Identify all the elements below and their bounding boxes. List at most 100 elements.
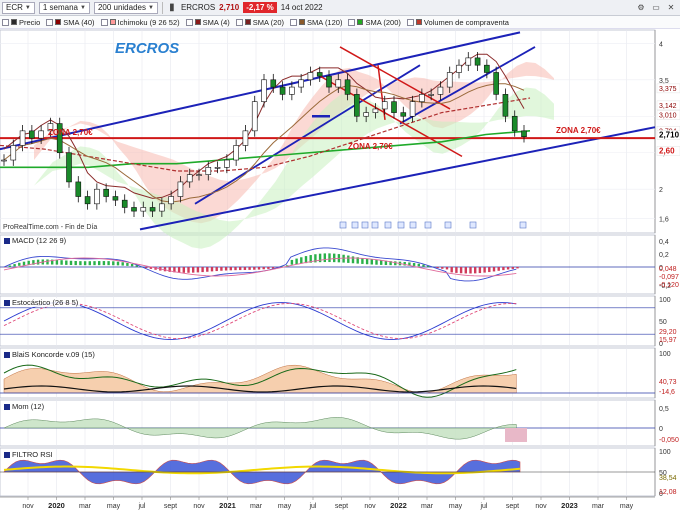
sma120-line xyxy=(3,83,525,203)
macd-bar xyxy=(36,259,40,265)
macd-bar xyxy=(403,261,406,266)
macd-bar xyxy=(459,267,463,274)
trendline-upper xyxy=(0,31,521,151)
macd-bar xyxy=(83,261,87,266)
candle xyxy=(29,130,35,139)
price-tag-label: 3,375 xyxy=(659,86,677,93)
macd-bar xyxy=(408,262,411,266)
indicator-toggle[interactable]: Ichimoku (9 26 52) xyxy=(100,18,180,27)
candle xyxy=(66,152,72,183)
indicator-value: 29,20 xyxy=(659,329,677,336)
color-swatch xyxy=(194,19,201,25)
chevron-down-icon: ▼ xyxy=(147,4,154,11)
checkbox[interactable] xyxy=(406,18,414,26)
indicator-toggle[interactable]: SMA (200) xyxy=(348,18,401,27)
price-tag xyxy=(656,110,680,120)
period-value: 1 semana xyxy=(42,3,78,12)
macd-bar xyxy=(295,258,298,265)
candle xyxy=(56,123,63,154)
candle xyxy=(121,199,128,208)
mom-label[interactable]: Mom (12) xyxy=(2,402,47,411)
watermark: ERCROS xyxy=(115,40,179,57)
period-select[interactable]: 1 semana ▼ xyxy=(38,1,90,14)
indicator-toggle[interactable]: Volumen de compraventa xyxy=(406,18,509,27)
stoch-label[interactable]: Estocástico (26 8 5) xyxy=(2,298,81,307)
settings-icon[interactable]: ⚙ xyxy=(637,2,645,12)
stoch-k xyxy=(3,302,517,340)
koncorde-label[interactable]: BlaiS Koncorde v.09 (15) xyxy=(2,350,97,359)
indicator-icon xyxy=(4,237,10,244)
macd-label[interactable]: MACD (12 26 9) xyxy=(2,236,69,245)
macd-bar xyxy=(394,261,397,266)
checkbox[interactable] xyxy=(46,18,54,26)
macd-bar xyxy=(168,267,171,272)
macd-bar xyxy=(497,267,500,271)
y-tick-label: 100 xyxy=(659,351,671,358)
macd-bar xyxy=(173,267,176,273)
y-tick-label: 0 xyxy=(659,491,663,498)
macd-bar xyxy=(4,267,7,268)
macd-bar xyxy=(65,260,68,265)
macd-bar xyxy=(314,254,317,263)
macd-bar xyxy=(304,256,308,264)
indicator-toggle[interactable]: SMA (4) xyxy=(185,17,230,27)
close-icon[interactable]: ✕ xyxy=(667,2,675,12)
macd-bar xyxy=(149,267,153,269)
macd-bar xyxy=(126,263,129,266)
chart-type-icon[interactable]: ▮ xyxy=(169,2,175,13)
candle xyxy=(409,101,416,117)
y-tick-label: 0,5 xyxy=(659,406,669,413)
trendline-lower xyxy=(139,126,656,231)
chevron-down-icon: ▼ xyxy=(79,4,86,11)
macd-bar xyxy=(187,267,190,273)
ticker-select[interactable]: ECR ▼ xyxy=(2,1,35,14)
candle xyxy=(400,112,407,117)
candle xyxy=(502,94,509,117)
macd-bar xyxy=(333,253,336,263)
x-tick-label: 2020 xyxy=(48,501,65,510)
candle xyxy=(10,145,17,161)
macd-bar xyxy=(318,253,322,263)
x-tick-label: mar xyxy=(250,503,263,510)
checkbox[interactable] xyxy=(348,18,356,26)
candle xyxy=(465,57,472,66)
candle xyxy=(428,94,434,96)
macd-bar xyxy=(450,267,453,273)
indicator-toggle[interactable]: Precio xyxy=(2,18,40,27)
checkbox[interactable] xyxy=(185,18,193,26)
y-tick-label: -0,2 xyxy=(659,283,671,290)
checkbox[interactable] xyxy=(235,18,243,26)
candle xyxy=(205,167,212,175)
x-tick-label: jul xyxy=(137,503,145,510)
indicator-toggle[interactable]: SMA (40) xyxy=(46,18,95,27)
macd-bar xyxy=(229,267,232,271)
indicator-label: SMA (4) xyxy=(202,17,230,27)
indicator-value: -0,120 xyxy=(659,282,679,289)
toolbar: ECR ▼ 1 semana ▼ 200 unidades ▼ ▮ ERCROS… xyxy=(0,0,680,16)
color-swatch xyxy=(244,19,251,25)
color-swatch xyxy=(415,19,422,25)
price-tag xyxy=(656,146,680,156)
checkbox[interactable] xyxy=(290,18,298,26)
macd-bar xyxy=(18,262,21,266)
indicator-toggle[interactable]: SMA (20) xyxy=(235,18,284,27)
color-swatch xyxy=(299,19,306,25)
sma200-line xyxy=(0,130,531,169)
macd-bar xyxy=(300,257,303,264)
macd-bar xyxy=(323,253,326,263)
macd-bar xyxy=(365,258,369,265)
rsi-label[interactable]: FILTRO RSI xyxy=(2,450,55,459)
macd-bar xyxy=(511,267,514,269)
macd-bar xyxy=(27,260,30,266)
indicator-icon xyxy=(4,451,10,458)
checkbox[interactable] xyxy=(2,18,9,26)
checkbox[interactable] xyxy=(100,18,108,26)
y-tick-label: 0 xyxy=(659,426,663,433)
window-icon[interactable]: ▭ xyxy=(652,2,660,12)
macd-bar xyxy=(46,259,49,265)
macd-bar xyxy=(243,267,247,270)
candle xyxy=(363,112,369,117)
y-tick-label: 0,2 xyxy=(659,252,669,259)
indicator-toggle[interactable]: SMA (120) xyxy=(290,18,342,27)
units-select[interactable]: 200 unidades ▼ xyxy=(93,1,158,14)
